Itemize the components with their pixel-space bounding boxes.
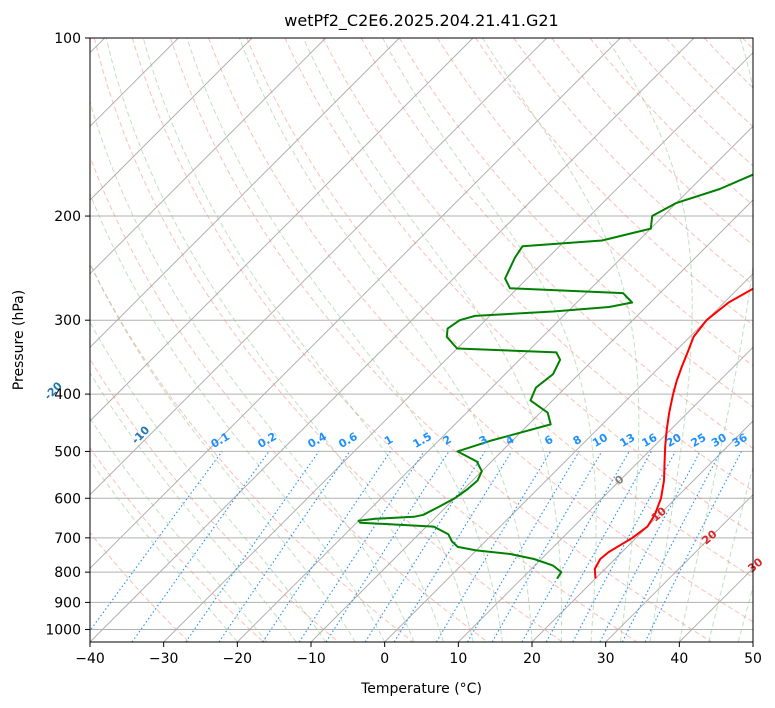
moist-adiabat-line xyxy=(737,585,753,642)
dry-adiabat-line xyxy=(513,38,753,286)
x-axis-label: Temperature (°C) xyxy=(360,681,482,697)
y-tick-label: 500 xyxy=(54,444,81,460)
dry-adiabat-line xyxy=(398,38,753,408)
dry-adiabat-line xyxy=(627,38,753,167)
isotherm-line xyxy=(90,38,548,496)
mixing-ratio-line xyxy=(393,451,513,642)
dry-adiabat-line xyxy=(284,38,753,535)
mixing-ratio-lines xyxy=(90,451,742,642)
y-tick-label: 1000 xyxy=(45,622,81,638)
x-tick-label: 30 xyxy=(597,651,615,667)
moist-adiabats xyxy=(90,38,753,642)
isotherm-line xyxy=(90,38,621,570)
moist-adiabat-line xyxy=(90,417,268,642)
moist-adiabat-line xyxy=(186,38,503,642)
axes: −40 −30 −20 −10 0 10 20 30 40 50 100 200 300 400 500 60… xyxy=(45,31,762,667)
y-tick-label: 200 xyxy=(54,209,81,225)
dry-adiabat-line xyxy=(322,38,753,492)
dry-adiabat-line xyxy=(436,38,753,367)
moist-adiabat-line xyxy=(238,38,533,642)
moist-adiabat-line xyxy=(382,38,597,642)
y-tick-label: 800 xyxy=(54,565,81,581)
dry-adiabat-line xyxy=(90,358,339,642)
mixing-ratio-line xyxy=(218,451,351,642)
mixing-ratio-line xyxy=(298,451,425,642)
x-tick-label: 0 xyxy=(380,651,389,667)
x-tick-label: −40 xyxy=(75,651,105,667)
isotherm-line xyxy=(90,38,253,201)
moist-adiabat-line xyxy=(302,38,563,642)
mixing-ratio-line xyxy=(572,451,676,642)
mixing-ratio-line xyxy=(185,451,320,642)
isotherm-line xyxy=(236,125,753,642)
y-tick-label: 600 xyxy=(54,491,81,507)
mixing-ratio-line xyxy=(545,451,652,642)
dry-adiabat-line xyxy=(90,155,488,642)
x-tick-label: 10 xyxy=(449,651,467,667)
moist-adiabat-line xyxy=(678,38,753,642)
isotherm-line xyxy=(457,346,753,642)
moist-adiabat-line xyxy=(90,192,386,642)
dry-adiabat-line xyxy=(131,38,638,642)
y-tick-label: 100 xyxy=(54,31,81,47)
y-axis-label: Pressure (hPa) xyxy=(11,290,27,390)
moist-adiabat-line xyxy=(708,465,753,642)
moist-adiabat-line xyxy=(90,321,327,642)
moist-adiabat-line xyxy=(142,38,474,642)
mixing-ratio-line xyxy=(621,451,722,642)
isotherm-line xyxy=(90,38,474,422)
y-tick-label: 400 xyxy=(54,387,81,403)
x-tick-label: −30 xyxy=(149,651,179,667)
profile-series xyxy=(357,173,753,580)
mixing-ratio-line xyxy=(262,451,391,642)
isotherm-line xyxy=(384,272,753,642)
y-tick-label: 700 xyxy=(54,531,81,547)
x-tick-label: 50 xyxy=(744,651,762,667)
dry-adiabat-line xyxy=(93,38,563,642)
dry-adiabat-line xyxy=(589,38,753,206)
moist-adiabat-line xyxy=(481,38,640,642)
isotherm-line xyxy=(90,38,327,275)
dry-adiabat-line xyxy=(170,38,712,642)
x-tick-label: −20 xyxy=(223,651,253,667)
x-tick-label: −10 xyxy=(296,651,326,667)
isotherm-line xyxy=(90,38,400,349)
mixing-ratio-line xyxy=(521,451,630,642)
mixing-ratio-line xyxy=(131,451,270,642)
moist-adiabat-line xyxy=(105,38,445,642)
mixing-ratio-line xyxy=(644,451,742,642)
y-tick-label: 900 xyxy=(54,595,81,611)
dry-adiabat-line xyxy=(208,38,753,623)
mixing-ratio-line xyxy=(325,451,450,642)
plot-frame xyxy=(89,37,754,643)
dry-adiabat-line xyxy=(90,446,264,642)
isotherm-line xyxy=(531,420,753,642)
dry-adiabat-line xyxy=(246,38,753,579)
mixing-ratio-line xyxy=(90,451,223,632)
moist-adiabat-line xyxy=(90,262,356,642)
isotherm-line xyxy=(90,38,695,642)
dry-adiabats xyxy=(90,38,753,642)
isotherm-line xyxy=(605,493,753,642)
x-tick-label: 20 xyxy=(523,651,541,667)
dewpoint-profile-line xyxy=(357,173,753,580)
moist-adiabat-line xyxy=(606,38,693,642)
temperature-profile-line xyxy=(593,287,753,579)
dry-adiabat-line xyxy=(90,531,190,642)
chart-title: wetPf2_C2E6.2025.204.21.41.G21 xyxy=(284,11,558,31)
y-tick-label: 300 xyxy=(54,313,81,329)
x-tick-label: 40 xyxy=(670,651,688,667)
isotherm-line xyxy=(163,51,753,642)
moist-adiabat-line xyxy=(90,459,238,642)
grid-layer xyxy=(90,38,753,642)
